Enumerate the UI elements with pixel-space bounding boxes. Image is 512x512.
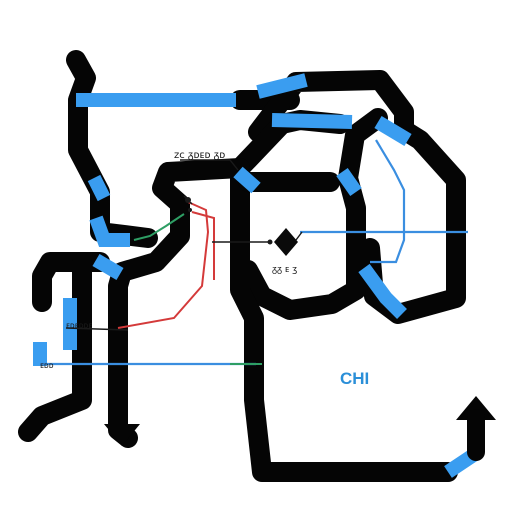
- dark-line-left: [65, 327, 129, 331]
- blue-seg-3: [87, 174, 111, 202]
- blue-seg-8: [336, 167, 362, 197]
- arrowheads: [104, 396, 496, 461]
- city-label: CHI: [340, 369, 369, 388]
- blue-seg-10: [92, 253, 124, 281]
- thin-blue-lines: [40, 139, 468, 366]
- blue-seg-4: [89, 215, 130, 247]
- dark-line-diamond: [295, 231, 303, 241]
- thin-blue-connector-loop: [370, 139, 406, 264]
- node-markers: [185, 197, 298, 256]
- label-center-cluster: ᵹᵹ ᴇ ʒ: [272, 265, 297, 275]
- arrow-down-icon: [104, 424, 140, 446]
- red-line-b: [191, 211, 215, 280]
- route-west-down: [18, 252, 92, 442]
- label-top-cluster: ᴢᴄ ᵹᴅᴇᴅ ᵹᴅ: [174, 150, 225, 161]
- blue-seg-7: [233, 166, 261, 194]
- node-center: [267, 239, 273, 245]
- route-northwest: [66, 50, 158, 248]
- blue-seg-9: [358, 263, 407, 319]
- blue-seg-6: [374, 115, 412, 147]
- blue-seg-5: [271, 113, 353, 129]
- arrow-up-icon: [456, 396, 496, 420]
- red-lines: [117, 201, 215, 329]
- dark-line-top: [180, 159, 239, 171]
- label-left-lower: ᴇᴅᴅ: [40, 361, 54, 370]
- label-left-cluster: ᴇᴅᴇᴅᴅᴇ: [66, 321, 92, 330]
- green-lines: [133, 213, 262, 365]
- blue-seg-2: [256, 73, 308, 99]
- red-line-a: [117, 201, 210, 329]
- green-line-west: [133, 213, 185, 241]
- route-west-hook: [108, 158, 250, 448]
- text-labels: ᴢᴄ ᵹᴅᴇᴅ ᵹᴅ ᵹᵹ ᴇ ʒ ᴇᴅᴇᴅᴅᴇ ᴇᴅᴅ CHI: [40, 150, 369, 388]
- node-west-2: [188, 208, 192, 212]
- trunk-routes: [18, 50, 466, 482]
- node-west: [185, 197, 191, 203]
- diamond-marker-icon: [274, 228, 298, 256]
